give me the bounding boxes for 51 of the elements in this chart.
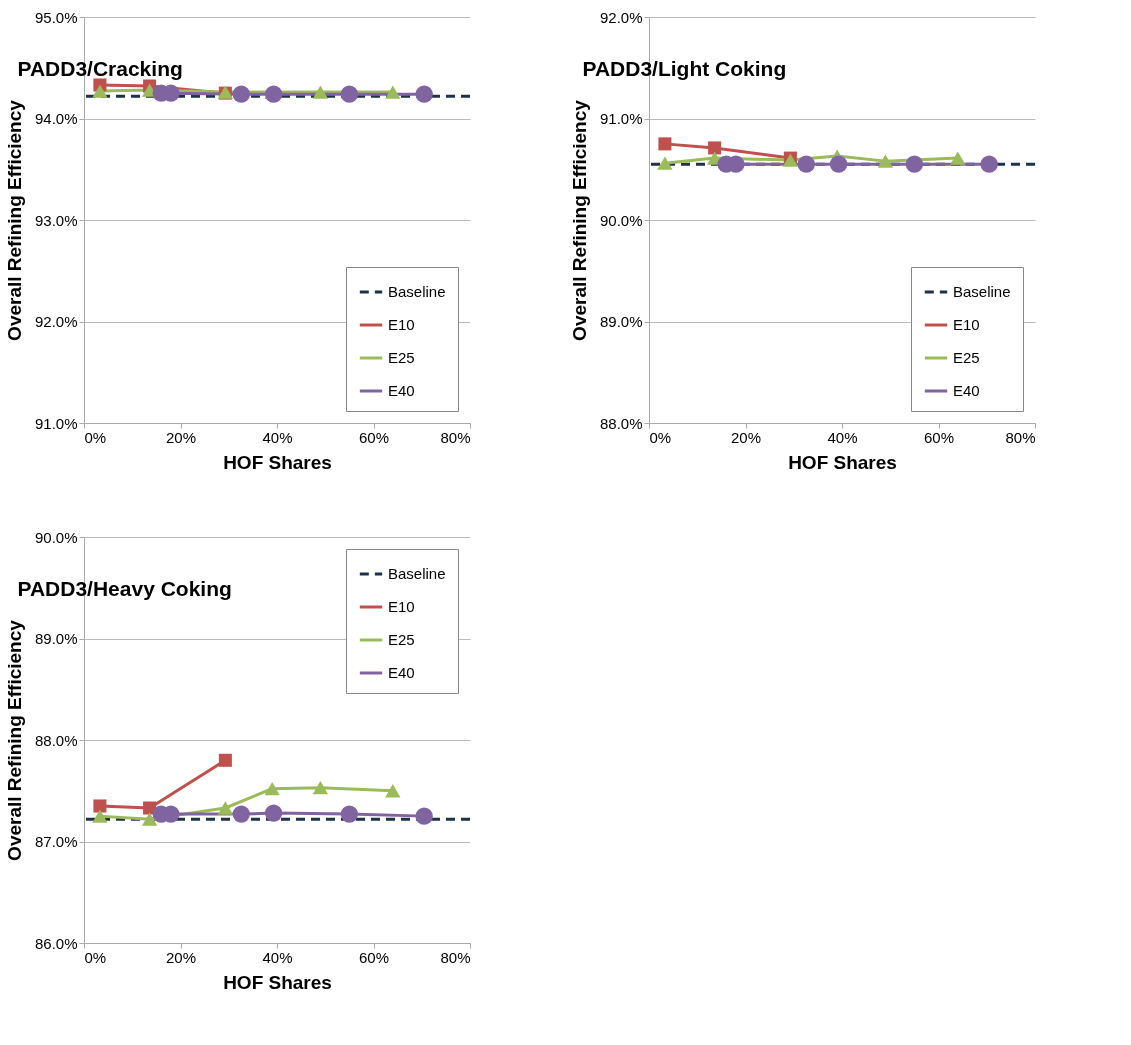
y-tick-label: 90.0% xyxy=(34,528,78,546)
legend-label: Baseline xyxy=(953,283,1011,300)
x-tick-label: 20% xyxy=(730,428,762,446)
x-axis-title: HOF Shares xyxy=(788,451,897,473)
y-axis-title: Overall Refining Efficiency xyxy=(3,99,25,341)
legend-label: Baseline xyxy=(388,283,446,300)
legend-label: E25 xyxy=(388,631,415,648)
y-tick-label: 87.0% xyxy=(34,833,78,850)
y-tick-label: 88.0% xyxy=(599,414,643,432)
legend-label: Baseline xyxy=(388,565,446,582)
x-tick-label: 80% xyxy=(440,428,471,446)
x-tick-label: 40% xyxy=(262,428,293,446)
x-tick-label: 40% xyxy=(827,428,858,446)
y-tick-label: 92.0% xyxy=(599,8,643,26)
legend-label: E40 xyxy=(388,382,415,399)
legend-label: E10 xyxy=(388,316,415,333)
y-tick-label: 93.0% xyxy=(34,211,78,229)
y-tick-label: 95.0% xyxy=(34,8,78,26)
y-tick-label: 89.0% xyxy=(599,313,643,330)
y-tick-label: 90.0% xyxy=(599,211,643,229)
y-tick-label: 94.0% xyxy=(34,110,78,127)
y-axis-title: Overall Refining Efficiency xyxy=(3,619,25,861)
y-tick-label: 91.0% xyxy=(34,414,78,432)
legend-label: E10 xyxy=(953,316,980,333)
x-tick-label: 0% xyxy=(649,428,672,446)
text: PADD3/Light Coking xyxy=(582,57,787,80)
x-tick-label: 20% xyxy=(165,948,197,966)
legend-label: E25 xyxy=(953,349,980,366)
x-tick-label: 40% xyxy=(262,948,293,966)
y-tick-label: 92.0% xyxy=(34,313,78,330)
x-axis-title: HOF Shares xyxy=(223,971,332,993)
x-tick-label: 0% xyxy=(84,428,107,446)
y-tick-label: 89.0% xyxy=(34,630,78,647)
legend-label: E25 xyxy=(388,349,415,366)
legend-label: E10 xyxy=(388,598,415,615)
x-tick-label: 60% xyxy=(923,428,955,446)
x-tick-label: 0% xyxy=(84,948,107,966)
y-axis-title: Overall Refining Efficiency xyxy=(568,99,590,341)
x-tick-label: 60% xyxy=(358,428,390,446)
x-tick-label: 80% xyxy=(440,948,471,966)
text: PADD3/Heavy Coking xyxy=(17,577,232,600)
x-axis-title: HOF Shares xyxy=(223,451,332,473)
text: PADD3/Cracking xyxy=(17,57,183,80)
x-tick-label: 60% xyxy=(358,948,390,966)
x-tick-label: 80% xyxy=(1005,428,1036,446)
y-tick-label: 86.0% xyxy=(34,934,78,952)
legend-label: E40 xyxy=(953,382,980,399)
y-tick-label: 88.0% xyxy=(34,731,78,749)
y-tick-label: 91.0% xyxy=(599,110,643,127)
legend-label: E40 xyxy=(388,664,415,681)
x-tick-label: 20% xyxy=(165,428,197,446)
